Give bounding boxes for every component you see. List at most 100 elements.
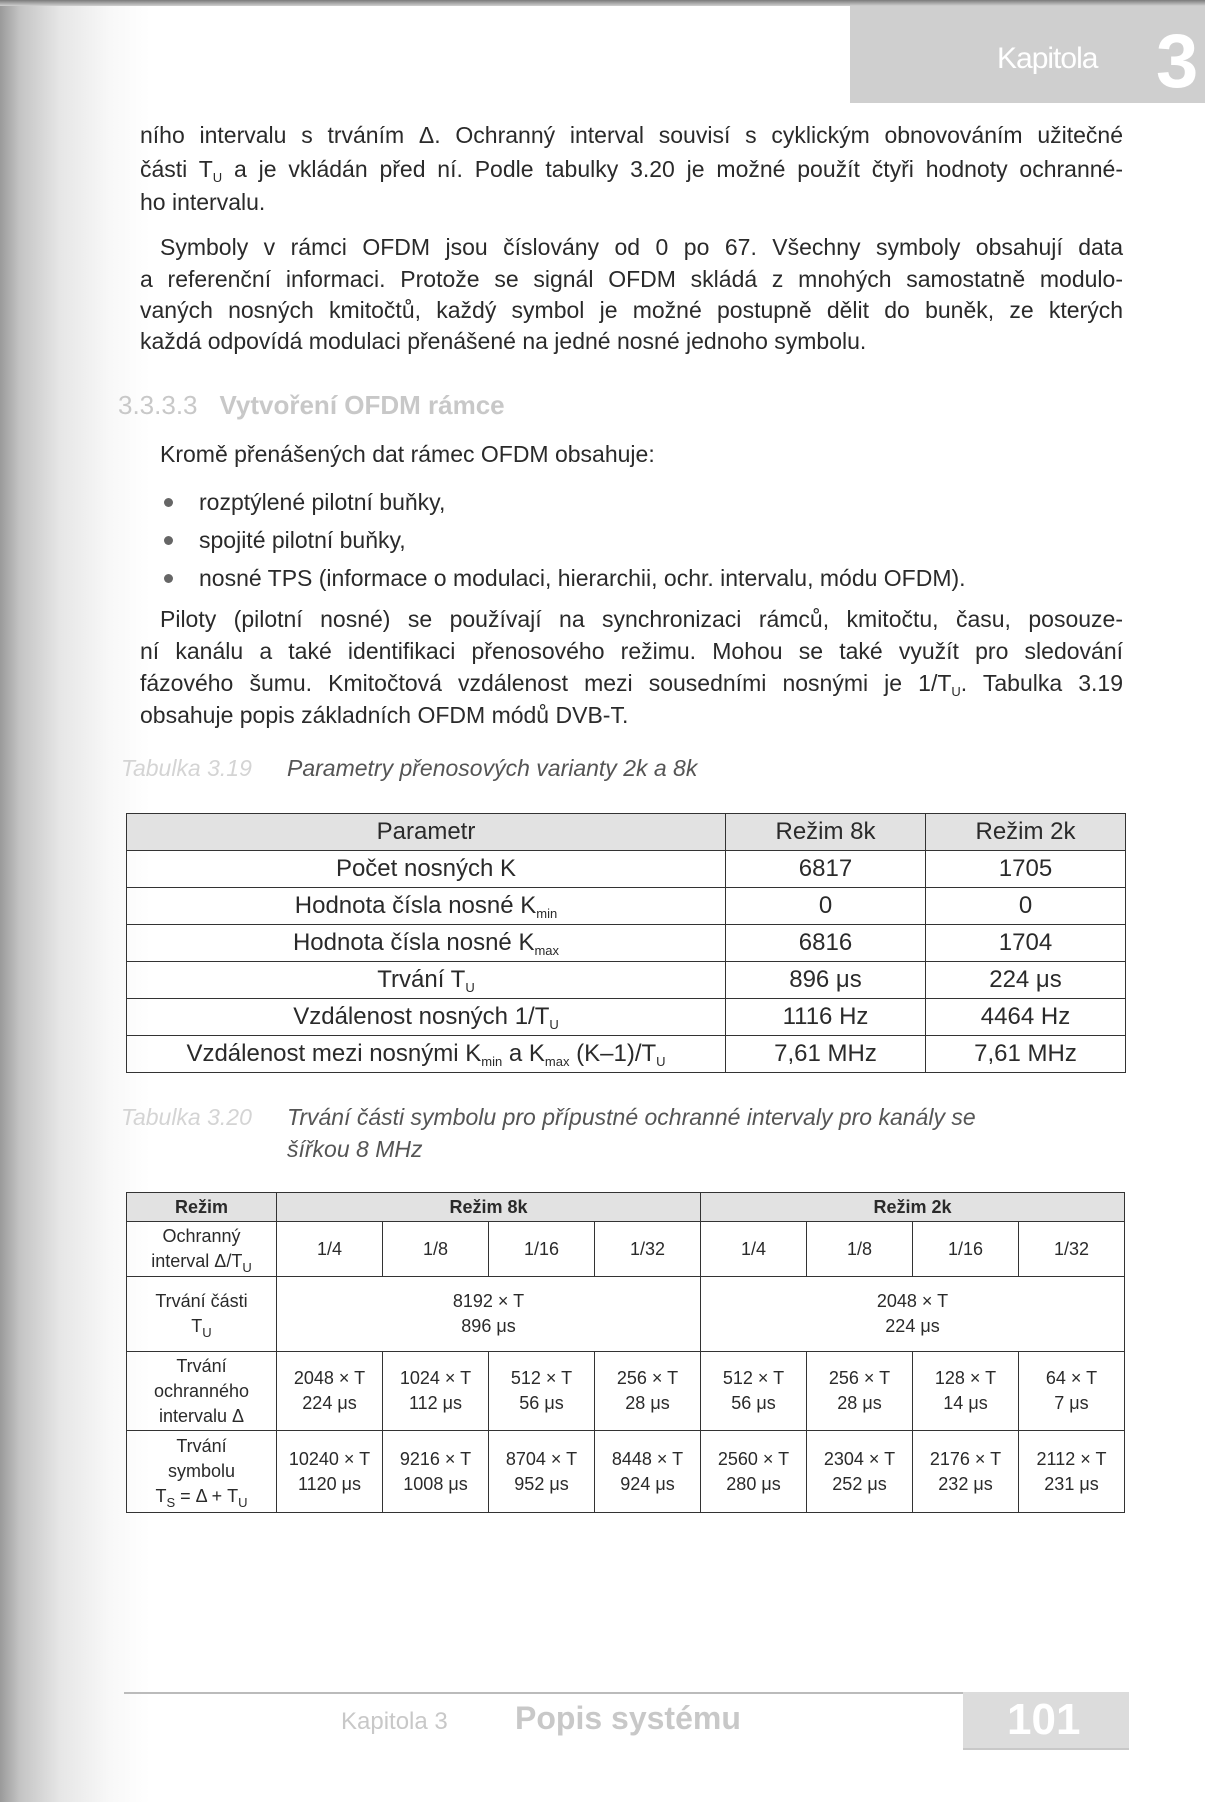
value-2k-cell: 4464 Hz <box>925 998 1126 1036</box>
footer-rule <box>124 1692 963 1694</box>
symbol-duration-cell: 2176 × T 232 μs <box>912 1430 1019 1513</box>
subscript: U <box>202 1325 212 1340</box>
guard-duration-cell: 64 × T 7 μs <box>1018 1351 1125 1431</box>
bullet-item: spojité pilotní buňky, <box>199 527 406 553</box>
column-header: Režim 8k <box>276 1192 701 1222</box>
table1-caption: Tabulka 3.19 Parametry přenosových varian… <box>121 753 697 783</box>
text-segment: symbolu <box>167 1461 236 1481</box>
text-segment: Trvání části <box>155 1291 248 1311</box>
intro-text: Kromě přenášených dat rámec OFDM obsahuj… <box>160 441 655 467</box>
subscript: S <box>166 1495 176 1510</box>
text-segment: ochranného <box>153 1380 250 1401</box>
text-segment: každá odpovídá modulaci přenášené na jed… <box>140 328 867 354</box>
table-row: Hodnota čísla nosné Kmin 0 0 <box>126 887 1126 925</box>
text-segment: (K–1)/T <box>569 1040 657 1067</box>
text-segment: části T <box>140 156 213 182</box>
subscript: max <box>544 1054 570 1069</box>
text-line: Symboly v rámci OFDM jsou číslovány od 0… <box>160 232 1123 262</box>
text-line: části TU a je vkládán před ní. Podle tab… <box>140 154 1123 184</box>
text-line: ho intervalu. <box>140 187 1123 217</box>
section-heading: 3.3.3.3 Vytvoření OFDM rámce <box>118 390 505 421</box>
symbol-duration-cell: 10240 × T 1120 μs <box>276 1430 383 1513</box>
bullet-dot <box>164 574 173 583</box>
text-segment: intervalu Δ <box>158 1405 245 1426</box>
subscript: U <box>242 1260 252 1275</box>
page-number-box: 101 <box>963 1692 1129 1750</box>
subscript: U <box>549 1017 559 1032</box>
row-label: Trvání části TU <box>126 1276 277 1352</box>
subscript: U <box>951 684 961 699</box>
guard-ratio-cell: 1/4 <box>276 1221 383 1277</box>
subscript: U <box>212 170 223 185</box>
text-segment: obsahuje popis základních OFDM módů DVB-… <box>140 702 629 728</box>
column-header: Režim <box>126 1192 277 1222</box>
guard-ratio-cell: 1/8 <box>382 1221 489 1277</box>
table2-caption: Tabulka 3.20 Trvání části symbolu pro pří… <box>121 1102 976 1132</box>
text-line: a referenční informaci. Protože se signá… <box>140 264 1123 294</box>
column-header: Režim 2k <box>925 813 1126 851</box>
parameter-cell: Vzdálenost nosných 1/TU <box>126 998 726 1036</box>
text-segment: Hodnota čísla nosné K <box>292 929 535 956</box>
value-2k-cell: 7,61 MHz <box>925 1035 1126 1073</box>
row-label: Trvání ochranného intervalu Δ <box>126 1351 277 1431</box>
subscript: max <box>534 943 560 958</box>
table-row: Hodnota čísla nosné Kmax 6816 1704 <box>126 924 1126 962</box>
value-8k-cell: 7,61 MHz <box>725 1035 926 1073</box>
guard-ratio-cell: 1/32 <box>594 1221 701 1277</box>
table-row: Ochranný interval Δ/TU 1/4 1/8 1/16 1/32 1/4 1/… <box>126 1221 1125 1277</box>
top-edge <box>0 0 1205 6</box>
text-segment: . Tabulka 3.19 <box>960 670 1123 696</box>
guard-duration-cell: 2048 × T 224 μs <box>276 1351 383 1431</box>
value-2k-cell: 1704 <box>925 924 1126 962</box>
guard-duration-cell: 128 × T 14 μs <box>912 1351 1019 1431</box>
value-2k-cell: 1705 <box>925 850 1126 888</box>
text-line: ní kanálu a také identifikaci přenosovéh… <box>140 636 1123 666</box>
subscript: U <box>465 980 475 995</box>
guard-ratio-cell: 1/16 <box>488 1221 595 1277</box>
guard-duration-cell: 512 × T 56 μs <box>700 1351 807 1431</box>
guard-duration-cell: 512 × T 56 μs <box>488 1351 595 1431</box>
text-segment: interval Δ/T <box>151 1251 243 1271</box>
column-header: Parametr <box>126 813 726 851</box>
text-segment: fázového šumu. Kmitočtová vzdálenost mez… <box>140 670 952 696</box>
text-segment: a je vkládán před ní. Podle tabulky 3.20… <box>222 156 1123 182</box>
bullet-item: rozptýlené pilotní buňky, <box>199 489 446 515</box>
text-segment: Symboly v rámci OFDM jsou číslovány od 0… <box>160 234 1123 260</box>
symbol-duration-cell: 2560 × T 280 μs <box>700 1430 807 1513</box>
subscript: U <box>656 1054 666 1069</box>
column-header: Režim 8k <box>725 813 926 851</box>
guard-ratio-cell: 1/8 <box>806 1221 913 1277</box>
text-line: obsahuje popis základních OFDM módů DVB-… <box>140 700 1123 730</box>
parameter-cell: Trvání TU <box>126 961 726 999</box>
guard-ratio-cell: 1/4 <box>700 1221 807 1277</box>
value-8k-cell: 896 μs <box>725 961 926 999</box>
text-line: fázového šumu. Kmitočtová vzdálenost mez… <box>140 668 1123 698</box>
text-segment: = Δ + T <box>175 1486 239 1506</box>
table-header-row: Režim Režim 8k Režim 2k <box>126 1192 1125 1222</box>
symbol-duration-cell: 2304 × T 252 μs <box>806 1430 913 1513</box>
text-segment: Vzdálenost mezi nosnými K <box>186 1040 482 1067</box>
table-header-row: Parametr Režim 8k Režim 2k <box>126 813 1126 851</box>
table-row: Počet nosných K 6817 1705 <box>126 850 1126 888</box>
text-segment: T <box>191 1316 203 1336</box>
value-2k-cell: 0 <box>925 887 1126 925</box>
bullet-dot <box>164 536 173 545</box>
parameter-cell: Hodnota čísla nosné Kmin <box>126 887 726 925</box>
text-segment: Trvání <box>176 1355 227 1376</box>
text-segment: Vzdálenost nosných 1/T <box>293 1003 550 1030</box>
symbol-duration-cell: 9216 × T 1008 μs <box>382 1430 489 1513</box>
text-segment: Ochranný <box>162 1226 241 1246</box>
text-line: vaných nosných kmitočtů, každý symbol je… <box>140 295 1123 325</box>
value-8k-cell: 1116 Hz <box>725 998 926 1036</box>
value-8k-cell: 6817 <box>725 850 926 888</box>
footer-chapter: Kapitola 3 <box>341 1708 448 1735</box>
guard-ratio-cell: 1/32 <box>1018 1221 1125 1277</box>
table2-caption-number: Tabulka 3.20 <box>121 1104 252 1130</box>
row-label: Trvání symbolu TS = Δ + TU <box>126 1430 277 1513</box>
useful-duration-cell: 8192 × T 896 μs <box>276 1276 701 1352</box>
chapter-tab: Kapitola 3 <box>850 6 1205 104</box>
text-segment: Hodnota čísla nosné K <box>294 892 537 919</box>
table-row: Trvání ochranného intervalu Δ 2048 × T 224 … <box>126 1351 1125 1431</box>
symbol-duration-cell: 8704 × T 952 μs <box>488 1430 595 1513</box>
table-row: Trvání části TU 8192 × T 896 μs 2048 × T 22… <box>126 1276 1125 1352</box>
